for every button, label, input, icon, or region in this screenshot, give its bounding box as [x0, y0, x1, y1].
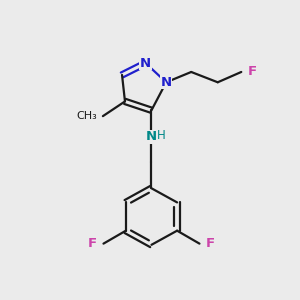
Text: F: F — [88, 237, 97, 250]
Text: F: F — [248, 65, 257, 79]
Text: N: N — [140, 57, 151, 70]
Text: N: N — [160, 76, 172, 89]
Text: N: N — [146, 130, 157, 143]
Text: CH₃: CH₃ — [77, 111, 98, 121]
Text: H: H — [157, 129, 165, 142]
Text: F: F — [206, 237, 215, 250]
